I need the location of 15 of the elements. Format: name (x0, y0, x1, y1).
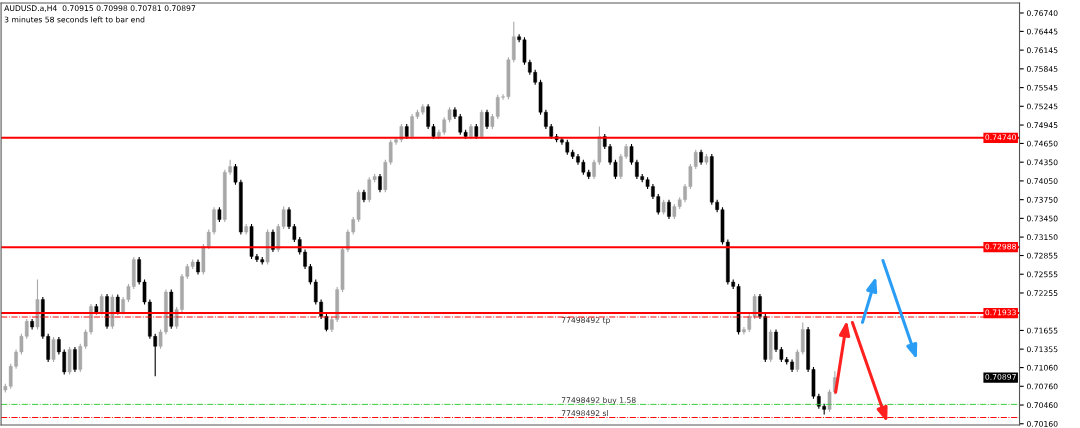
candlestick (704, 153, 709, 166)
candlestick (479, 109, 484, 140)
candlestick (244, 223, 249, 236)
candlestick (115, 293, 120, 316)
candlestick (51, 336, 56, 363)
candlestick (99, 293, 104, 316)
candlestick (763, 313, 768, 363)
candlestick (752, 293, 757, 320)
candlestick (265, 229, 270, 266)
candlestick (768, 328, 773, 363)
candlestick (67, 346, 72, 375)
candlestick (35, 278, 40, 331)
candlestick (169, 288, 174, 330)
candlestick (110, 293, 115, 330)
candlestick (201, 243, 206, 276)
